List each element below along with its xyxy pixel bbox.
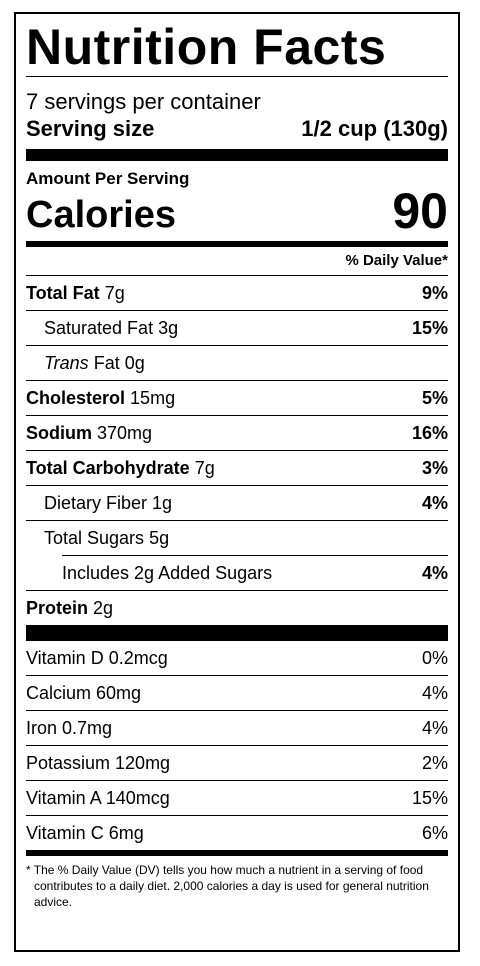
nutrient-row-saturated-fat: Saturated Fat 3g 15% xyxy=(26,310,448,345)
nutrient-name-rest: Fat xyxy=(93,353,120,373)
nutrient-name: Cholesterol xyxy=(26,388,126,408)
nutrient-dv: 4% xyxy=(421,563,448,583)
nutrient-row-added-sugars: Includes 2g Added Sugars 4% xyxy=(62,555,448,590)
vitamin-list: Vitamin D 0.2mcg 0% Calcium 60mg 4% Iron… xyxy=(26,641,448,850)
thick-divider xyxy=(26,149,448,161)
nutrient-row-protein: Protein 2g xyxy=(26,590,448,625)
divider xyxy=(26,76,448,77)
nutrient-name: Includes 2g Added Sugars xyxy=(62,563,273,583)
label-title: Nutrition Facts xyxy=(26,19,387,75)
nutrient-amount: 0g xyxy=(124,353,145,373)
vitamin-dv: 4% xyxy=(421,683,448,703)
medium-divider xyxy=(26,850,448,856)
vitamin-dv: 6% xyxy=(421,823,448,843)
nutrient-amount: 2g xyxy=(93,598,114,618)
vitamin-name: Vitamin A 140mcg xyxy=(26,788,170,808)
vitamin-dv: 2% xyxy=(421,753,448,773)
vitamin-row: Vitamin A 140mcg 15% xyxy=(26,780,448,815)
nutrient-row-cholesterol: Cholesterol 15mg 5% xyxy=(26,380,448,415)
nutrient-amount: 5g xyxy=(149,528,170,548)
nutrient-name: Protein xyxy=(26,598,89,618)
vitamin-name: Calcium 60mg xyxy=(26,683,142,703)
vitamin-name: Vitamin C 6mg xyxy=(26,823,144,843)
vitamin-name: Vitamin D 0.2mcg xyxy=(26,648,168,668)
vitamin-row: Calcium 60mg 4% xyxy=(26,675,448,710)
nutrition-label: Nutrition Facts 7 servings per container… xyxy=(14,12,460,952)
nutrient-dv: 16% xyxy=(411,423,448,443)
calories-label: Calories xyxy=(26,194,176,236)
nutrient-name: Total Carbohydrate xyxy=(26,458,190,478)
nutrient-dv: 4% xyxy=(421,493,448,513)
vitamin-dv: 4% xyxy=(421,718,448,738)
nutrient-name: Sodium xyxy=(26,423,92,443)
nutrient-dv: 15% xyxy=(411,318,448,338)
calories-row: Calories 90 xyxy=(26,185,448,237)
amount-per-serving: Amount Per Serving xyxy=(26,169,190,188)
vitamin-row: Vitamin C 6mg 6% xyxy=(26,815,448,850)
serving-size-row: Serving size 1/2 cup (130g) xyxy=(26,115,448,143)
serving-size-label: Serving size xyxy=(26,116,155,141)
nutrient-dv: 3% xyxy=(421,458,448,478)
nutrient-amount: 3g xyxy=(158,318,179,338)
nutrient-name: Dietary Fiber xyxy=(44,493,148,513)
nutrient-row-sodium: Sodium 370mg 16% xyxy=(26,415,448,450)
vitamin-row: Potassium 120mg 2% xyxy=(26,745,448,780)
nutrient-amount: 7g xyxy=(104,283,125,303)
footnote: * The % Daily Value (DV) tells you how m… xyxy=(26,863,429,909)
nutrient-row-total-fat: Total Fat 7g 9% xyxy=(26,275,448,310)
thick-divider xyxy=(26,625,448,641)
vitamin-name: Iron 0.7mg xyxy=(26,718,113,738)
nutrient-amount: 15mg xyxy=(130,388,176,408)
nutrient-name: Total Fat xyxy=(26,283,100,303)
vitamin-name: Potassium 120mg xyxy=(26,753,171,773)
nutrient-name: Total Sugars xyxy=(44,528,145,548)
nutrient-amount: 7g xyxy=(194,458,215,478)
nutrient-row-trans-fat: Trans Fat 0g xyxy=(26,345,448,380)
nutrient-row-total-sugars: Total Sugars 5g xyxy=(26,520,448,555)
medium-divider xyxy=(26,241,448,247)
nutrient-name: Trans xyxy=(44,353,89,373)
vitamin-row: Iron 0.7mg 4% xyxy=(26,710,448,745)
daily-value-header: % Daily Value* xyxy=(345,252,448,269)
vitamin-row: Vitamin D 0.2mcg 0% xyxy=(26,641,448,675)
nutrient-dv: 9% xyxy=(421,283,448,303)
nutrient-dv: 5% xyxy=(421,388,448,408)
vitamin-dv: 15% xyxy=(411,788,448,808)
nutrient-row-dietary-fiber: Dietary Fiber 1g 4% xyxy=(26,485,448,520)
nutrient-name: Saturated Fat xyxy=(44,318,154,338)
nutrient-row-total-carbohydrate: Total Carbohydrate 7g 3% xyxy=(26,450,448,485)
serving-size-value: 1/2 cup (130g) xyxy=(301,116,448,141)
servings-per-container: 7 servings per container xyxy=(26,89,261,114)
nutrient-amount: 1g xyxy=(152,493,173,513)
nutrient-amount: 370mg xyxy=(97,423,153,443)
vitamin-dv: 0% xyxy=(421,648,448,668)
calories-value: 90 xyxy=(392,183,448,239)
